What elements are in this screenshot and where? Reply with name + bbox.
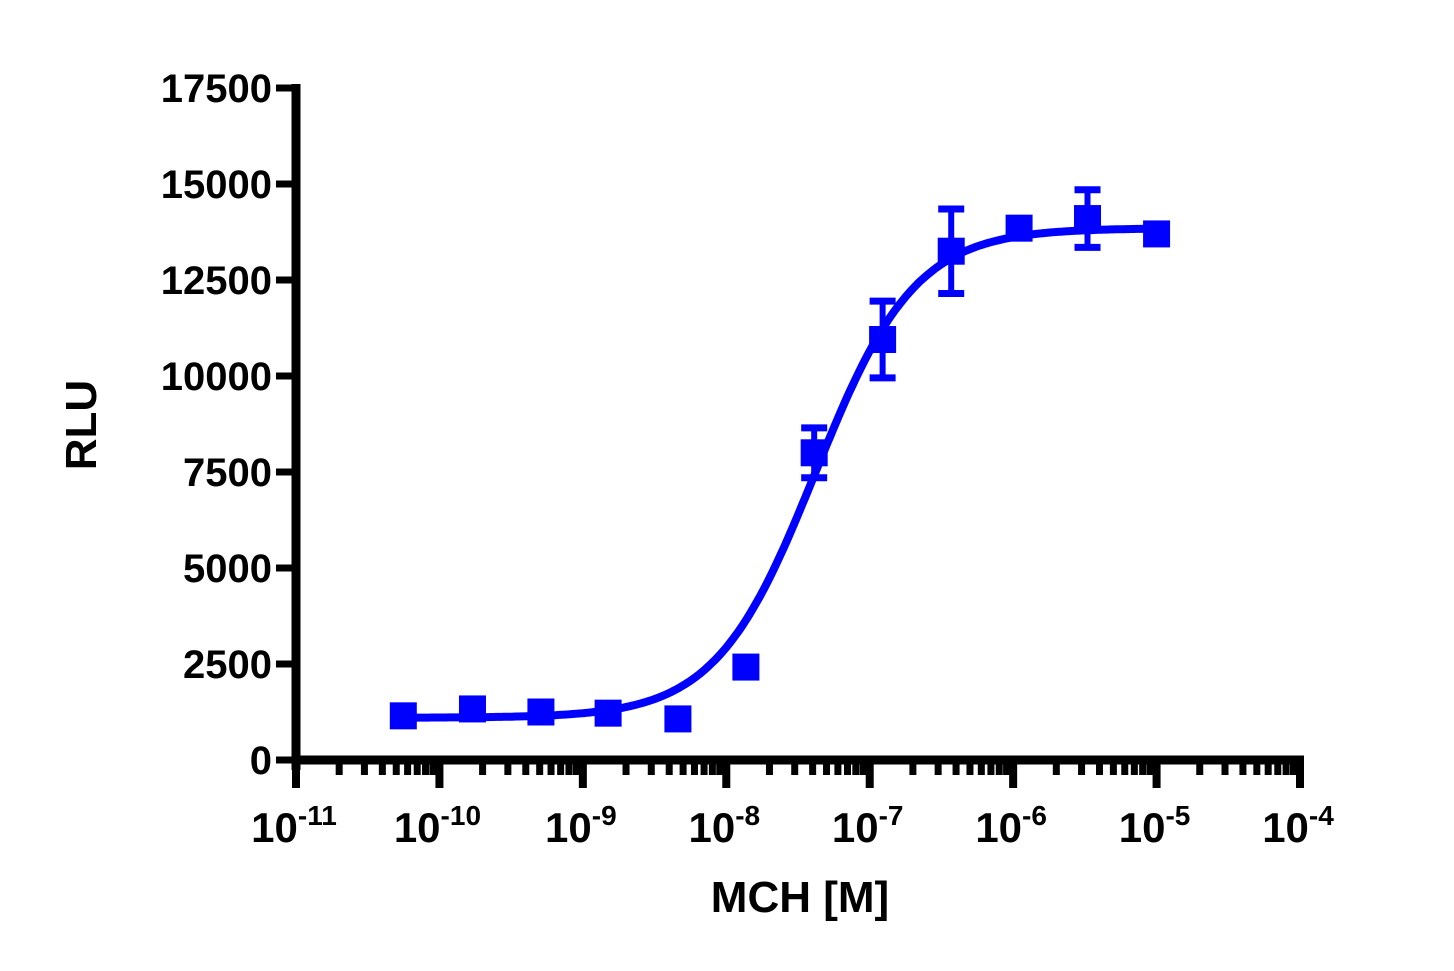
data-point-square [732,653,760,681]
x-tick-label: 10-4 [1262,800,1334,851]
y-tick-label: 12500 [161,259,272,303]
x-tick-base: 10 [394,804,441,851]
x-tick-base: 10 [832,804,879,851]
data-point-square [458,695,486,723]
x-tick-label: 10-11 [251,800,337,851]
x-tick-exponent: -11 [298,800,337,831]
x-tick-exponent: -8 [735,800,760,831]
y-tick-label: 10000 [161,355,272,399]
x-tick-base: 10 [1262,804,1309,851]
y-tick-label: 7500 [183,451,272,495]
x-tick-exponent: -5 [1165,800,1190,831]
data-point-square [1005,214,1033,242]
y-tick-label: 5000 [183,547,272,591]
data-point-square [389,702,417,730]
x-tick-label: 10-5 [1119,800,1191,851]
x-tick-base: 10 [975,804,1022,851]
data-point-square [937,237,965,265]
data-point-square [869,326,897,354]
data-point-square [664,705,692,733]
x-tick-label: 10-6 [975,800,1047,851]
x-tick-exponent: -10 [441,800,481,831]
x-axis-title: MCH [M] [711,873,889,922]
data-points [389,205,1171,733]
fit-curve [401,224,1159,722]
data-point-square [800,439,828,467]
x-tick-exponent: -7 [879,800,904,831]
y-tick-label: 2500 [183,643,272,687]
data-point-square [527,698,555,726]
y-axis: 0 2500 5000 7500 10000 12500 15000 17500 [161,67,301,783]
x-axis: 10-11 10-10 10-9 10-8 10-7 10-6 10-5 10-4 [251,755,1334,851]
y-tick-label: 0 [250,739,272,783]
x-tick-base: 10 [545,804,592,851]
x-tick-exponent: -6 [1022,800,1047,831]
x-tick-label: 10-10 [394,800,481,851]
data-point-square [1074,205,1102,233]
x-tick-exponent: -4 [1309,800,1334,831]
x-tick-label: 10-7 [832,800,904,851]
x-tick-label: 10-8 [688,800,760,851]
y-axis-title: RLU [57,380,106,470]
x-tick-base: 10 [1119,804,1166,851]
x-tick-base: 10 [688,804,735,851]
y-tick-label: 17500 [161,67,272,111]
data-point-square [1143,220,1171,248]
x-tick-base: 10 [251,804,298,851]
data-point-square [594,699,622,727]
y-tick-label: 15000 [161,163,272,207]
fit-line [401,224,1159,722]
x-tick-exponent: -9 [592,800,617,831]
x-tick-label: 10-9 [545,800,617,851]
